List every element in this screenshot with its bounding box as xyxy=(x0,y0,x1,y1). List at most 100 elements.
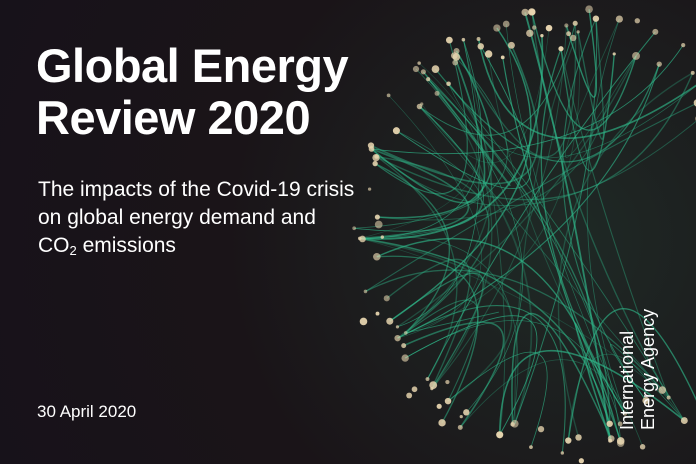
network-line xyxy=(405,83,493,334)
network-node xyxy=(493,24,501,32)
network-node xyxy=(380,235,385,239)
network-node xyxy=(484,50,493,58)
network-line xyxy=(531,12,670,398)
network-node xyxy=(622,411,628,416)
network-node xyxy=(656,61,662,67)
network-node xyxy=(374,220,383,229)
network-node xyxy=(558,46,564,52)
network-line xyxy=(370,44,539,185)
network-line xyxy=(514,31,579,424)
network-node xyxy=(681,43,686,48)
network-node xyxy=(521,8,529,16)
network-line xyxy=(431,25,567,389)
network-line xyxy=(359,39,482,239)
network-node xyxy=(459,414,463,419)
subtitle-line-2: on global energy demand and xyxy=(38,206,316,229)
network-line xyxy=(586,18,626,414)
network-line xyxy=(447,351,548,448)
network-node xyxy=(634,18,640,24)
network-line xyxy=(388,95,482,339)
network-node xyxy=(616,437,625,445)
network-node xyxy=(578,458,584,464)
network-node xyxy=(575,434,582,441)
network-line xyxy=(354,106,484,232)
network-node xyxy=(401,354,409,362)
network-node xyxy=(693,99,696,107)
network-node xyxy=(438,419,446,427)
network-line xyxy=(404,315,538,436)
network-node xyxy=(615,15,623,23)
network-node xyxy=(403,331,408,335)
network-line xyxy=(386,258,471,386)
network-line xyxy=(448,83,685,421)
network-node xyxy=(617,421,623,427)
publisher-line-2: Energy Agency xyxy=(638,308,658,430)
network-node xyxy=(560,451,565,455)
network-node xyxy=(406,392,413,399)
network-line xyxy=(374,40,468,195)
network-line xyxy=(374,162,451,334)
network-node xyxy=(420,69,426,75)
network-node xyxy=(445,379,450,385)
network-line xyxy=(505,23,626,414)
network-node xyxy=(502,20,510,28)
network-node xyxy=(420,102,424,106)
network-node xyxy=(359,235,366,243)
network-line xyxy=(389,272,484,390)
network-node xyxy=(652,28,659,35)
network-line xyxy=(524,12,612,441)
network-node xyxy=(446,81,451,87)
network-node xyxy=(367,187,372,191)
network-node xyxy=(401,343,407,349)
network-line xyxy=(488,53,626,414)
network-line xyxy=(557,72,694,438)
network-line xyxy=(455,23,577,158)
network-line xyxy=(397,39,480,328)
subtitle-co: CO xyxy=(38,234,70,257)
network-line xyxy=(502,57,611,424)
network-line xyxy=(377,53,615,221)
network-node xyxy=(426,77,431,82)
network-line xyxy=(567,308,696,441)
report-subtitle: The impacts of the Covid-19 crisis on gl… xyxy=(38,176,368,260)
network-node xyxy=(452,59,459,66)
network-node xyxy=(392,127,400,135)
network-node xyxy=(690,70,695,75)
report-title-line-2: Review 2020 xyxy=(36,91,311,144)
subtitle-emissions: emissions xyxy=(76,234,176,257)
network-line xyxy=(397,55,637,328)
network-line xyxy=(376,72,694,201)
network-node xyxy=(508,41,515,49)
network-node xyxy=(642,396,650,405)
network-node xyxy=(367,142,375,149)
network-line xyxy=(359,62,478,239)
network-line xyxy=(448,83,696,159)
network-line xyxy=(564,18,637,158)
network-line xyxy=(540,48,626,414)
network-node xyxy=(375,311,380,316)
network-lines xyxy=(354,9,696,454)
publisher-name: International Energy Agency xyxy=(617,270,659,430)
network-line xyxy=(354,55,508,229)
network-node xyxy=(457,424,463,430)
network-line xyxy=(434,63,660,163)
network-line xyxy=(419,106,669,398)
network-line xyxy=(365,269,663,391)
network-line xyxy=(462,39,506,435)
network-line xyxy=(389,27,532,322)
network-node xyxy=(608,438,613,443)
network-node xyxy=(510,422,515,427)
network-line xyxy=(560,48,670,398)
network-node xyxy=(658,386,667,394)
network-line xyxy=(405,311,499,334)
network-line xyxy=(562,18,647,401)
network-node xyxy=(425,377,430,381)
network-node xyxy=(461,37,466,42)
network-line xyxy=(404,320,621,424)
network-node xyxy=(374,214,380,220)
network-node xyxy=(453,47,460,55)
network-node xyxy=(532,25,537,30)
network-node xyxy=(585,5,593,14)
network-node xyxy=(526,29,534,37)
